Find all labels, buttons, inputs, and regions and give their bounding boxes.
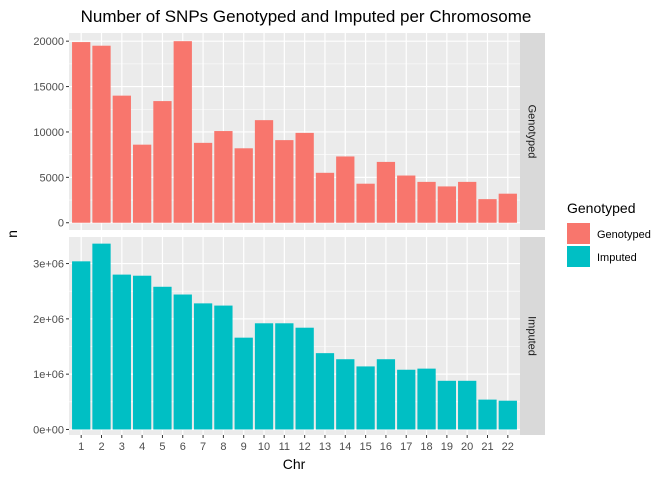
x-tick-label: 6 [180,441,186,453]
x-tick-label: 9 [241,441,247,453]
bar-imputed-chr-15 [356,366,375,430]
strip-imputed [520,237,545,435]
bar-genotyped-chr-9 [234,148,253,223]
x-tick-label: 7 [200,441,206,453]
bar-imputed-chr-5 [153,286,172,430]
bar-genotyped-chr-10 [254,120,274,223]
bar-genotyped-chr-11 [275,140,294,223]
bar-imputed-chr-21 [478,399,497,430]
y-tick-label: 5000 [40,172,64,184]
x-tick-label: 19 [441,441,453,453]
bar-genotyped-chr-20 [458,181,477,223]
legend-label-imputed: Imputed [597,252,637,264]
bar-imputed-chr-9 [234,337,253,430]
x-tick-label: 1 [78,441,84,453]
bar-imputed-chr-19 [437,380,457,430]
bar-imputed-chr-20 [458,380,477,430]
bar-genotyped-chr-2 [92,45,111,223]
y-tick-label: 0 [58,218,64,230]
bar-imputed-chr-11 [275,323,294,430]
bar-genotyped-chr-6 [173,41,192,223]
x-tick-label: 11 [279,441,290,453]
bar-imputed-chr-12 [295,327,314,430]
x-tick-label: 15 [359,441,371,453]
bar-genotyped-chr-17 [397,175,416,223]
x-tick-label: 16 [380,441,392,453]
legend: Genotyped Genotyped Imputed [567,200,651,267]
y-tick-label: 20000 [33,36,64,48]
y-tick-label: 1e+06 [33,369,64,381]
bar-imputed-chr-18 [417,368,436,430]
strip-label-imputed: Imputed [526,316,538,356]
bar-imputed-chr-13 [315,353,335,430]
x-tick-label: 20 [461,441,473,453]
bar-imputed-chr-4 [132,275,152,430]
x-axis-title: Chr [283,456,306,472]
bar-genotyped-chr-4 [132,144,152,223]
x-tick-label: 10 [258,441,270,453]
panel-genotyped: 0 5000 10000 15000 20000 Genotyped [33,33,545,230]
bar-genotyped-chr-19 [437,186,457,223]
bar-genotyped-chr-18 [417,181,436,223]
bar-genotyped-chr-15 [356,183,375,223]
chart-title: Number of SNPs Genotyped and Imputed per… [81,7,532,26]
bar-imputed-chr-3 [112,274,131,430]
bars-imputed [72,243,517,430]
bar-genotyped-chr-13 [315,172,335,223]
bar-imputed-chr-22 [498,400,517,430]
bar-imputed-chr-2 [92,243,111,430]
bar-imputed-chr-7 [193,303,213,430]
legend-label-genotyped: Genotyped [597,229,651,241]
y-tick-label: 15000 [33,82,64,94]
x-tick-label: 22 [502,441,514,453]
bar-genotyped-chr-1 [72,42,91,223]
bars-genotyped [72,41,517,223]
bar-imputed-chr-8 [214,305,233,430]
x-tick-label: 13 [319,441,331,453]
bar-genotyped-chr-3 [112,95,131,223]
legend-swatch-imputed [567,246,590,267]
y-tick-label: 10000 [33,127,64,139]
bar-genotyped-chr-8 [214,131,233,223]
bar-genotyped-chr-22 [498,193,517,223]
x-tick-label: 5 [159,441,165,453]
y-tick-label: 0e+00 [33,424,64,436]
x-tick-label: 17 [400,441,412,453]
bar-genotyped-chr-12 [295,132,314,223]
bar-genotyped-chr-14 [336,156,355,223]
x-tick-label: 18 [420,441,432,453]
bar-genotyped-chr-5 [153,101,172,223]
bar-imputed-chr-14 [336,359,355,430]
legend-swatch-genotyped [567,223,590,244]
x-axis: 1 2 3 4 5 6 7 8 9 10 11 12 13 14 15 16 17 18 19 20 21 22 [78,435,514,453]
legend-title: Genotyped [567,200,636,216]
bar-genotyped-chr-7 [193,142,213,223]
x-tick-label: 12 [299,441,311,453]
y-axis-imputed: 0e+00 1e+06 2e+06 3e+06 [33,259,69,436]
x-tick-label: 8 [220,441,226,453]
bar-imputed-chr-17 [397,369,416,430]
bar-imputed-chr-6 [173,294,192,430]
x-tick-label: 2 [98,441,104,453]
strip-genotyped [520,33,545,230]
x-tick-label: 4 [139,441,145,453]
x-tick-label: 21 [481,441,493,453]
bar-imputed-chr-10 [254,323,274,430]
bar-imputed-chr-1 [72,261,91,430]
y-tick-label: 3e+06 [33,259,64,271]
panel-imputed: 0e+00 1e+06 2e+06 3e+06 Imputed [33,237,545,436]
bar-imputed-chr-16 [376,359,396,430]
x-tick-label: 14 [339,441,351,453]
strip-label-genotyped: Genotyped [526,105,538,159]
y-axis-genotyped: 0 5000 10000 15000 20000 [33,36,69,230]
bar-genotyped-chr-16 [376,161,396,223]
y-axis-title: n [4,230,20,238]
y-tick-label: 2e+06 [33,314,64,326]
x-tick-label: 3 [119,441,125,453]
bar-genotyped-chr-21 [478,199,497,223]
